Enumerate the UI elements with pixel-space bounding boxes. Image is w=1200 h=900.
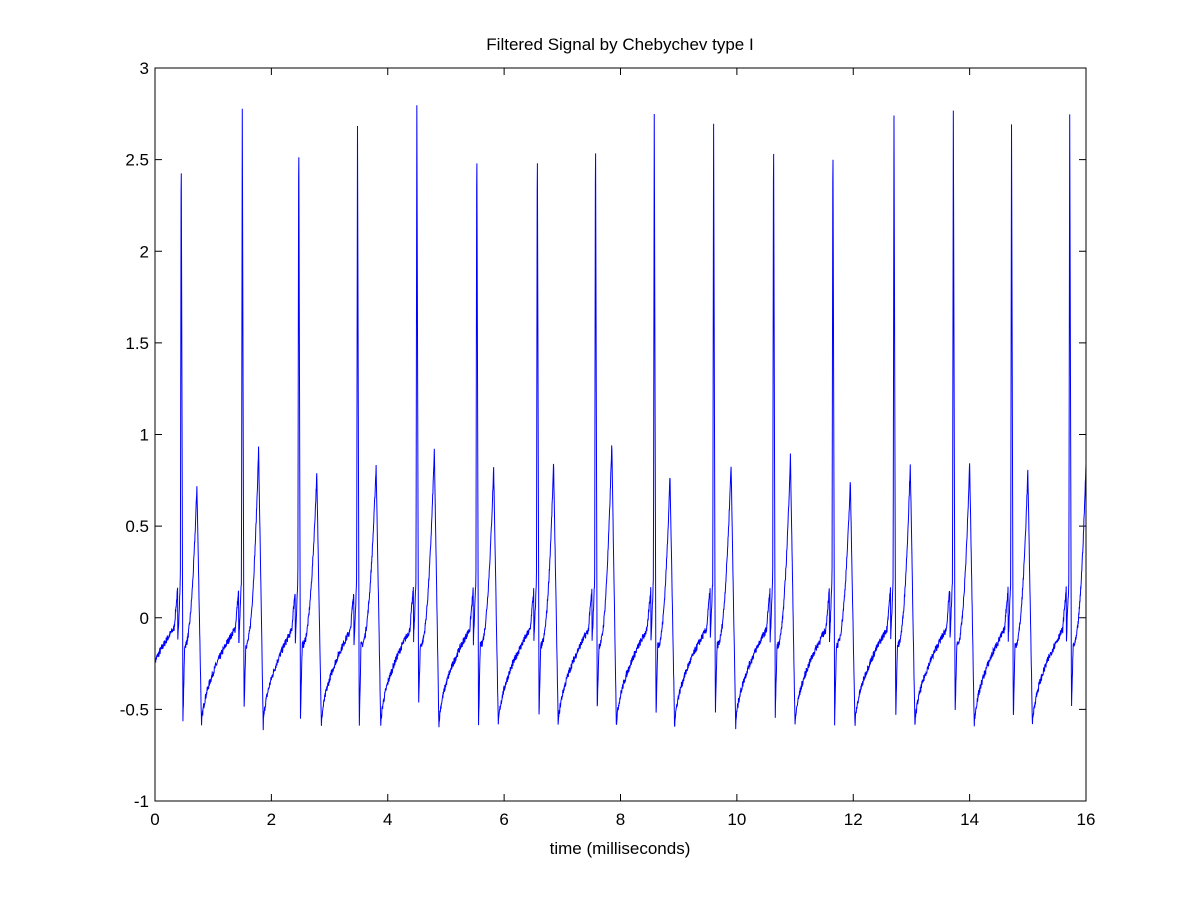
y-tick-label: 3 xyxy=(140,59,149,78)
y-tick-label: 2.5 xyxy=(125,151,149,170)
y-axis: -1 -0.5 0 0.5 1 1.5 2 2.5 3 xyxy=(120,59,1086,811)
y-tick-label: 1 xyxy=(140,426,149,445)
x-tick-label: 2 xyxy=(267,810,276,829)
plot-area xyxy=(154,67,1087,802)
x-tick-label: 10 xyxy=(727,810,746,829)
y-tick-label: 0 xyxy=(140,609,149,628)
y-tick-label: 1.5 xyxy=(125,334,149,353)
x-tick-label: 12 xyxy=(844,810,863,829)
x-axis-label: time (milliseconds) xyxy=(550,839,691,858)
x-tick-label: 0 xyxy=(150,810,159,829)
y-tick-label: -0.5 xyxy=(120,700,149,719)
y-tick-label: 2 xyxy=(140,242,149,261)
chart-title: Filtered Signal by Chebychev type I xyxy=(486,35,753,54)
series-line xyxy=(155,105,1086,731)
x-tick-label: 16 xyxy=(1077,810,1096,829)
x-tick-label: 6 xyxy=(499,810,508,829)
x-tick-label: 14 xyxy=(960,810,979,829)
series-layer xyxy=(155,105,1086,731)
x-tick-label: 8 xyxy=(616,810,625,829)
y-tick-label: 0.5 xyxy=(125,517,149,536)
y-tick-label: -1 xyxy=(134,792,149,811)
x-axis: 0 2 4 6 8 10 12 14 16 xyxy=(150,68,1095,829)
x-tick-label: 4 xyxy=(383,810,392,829)
